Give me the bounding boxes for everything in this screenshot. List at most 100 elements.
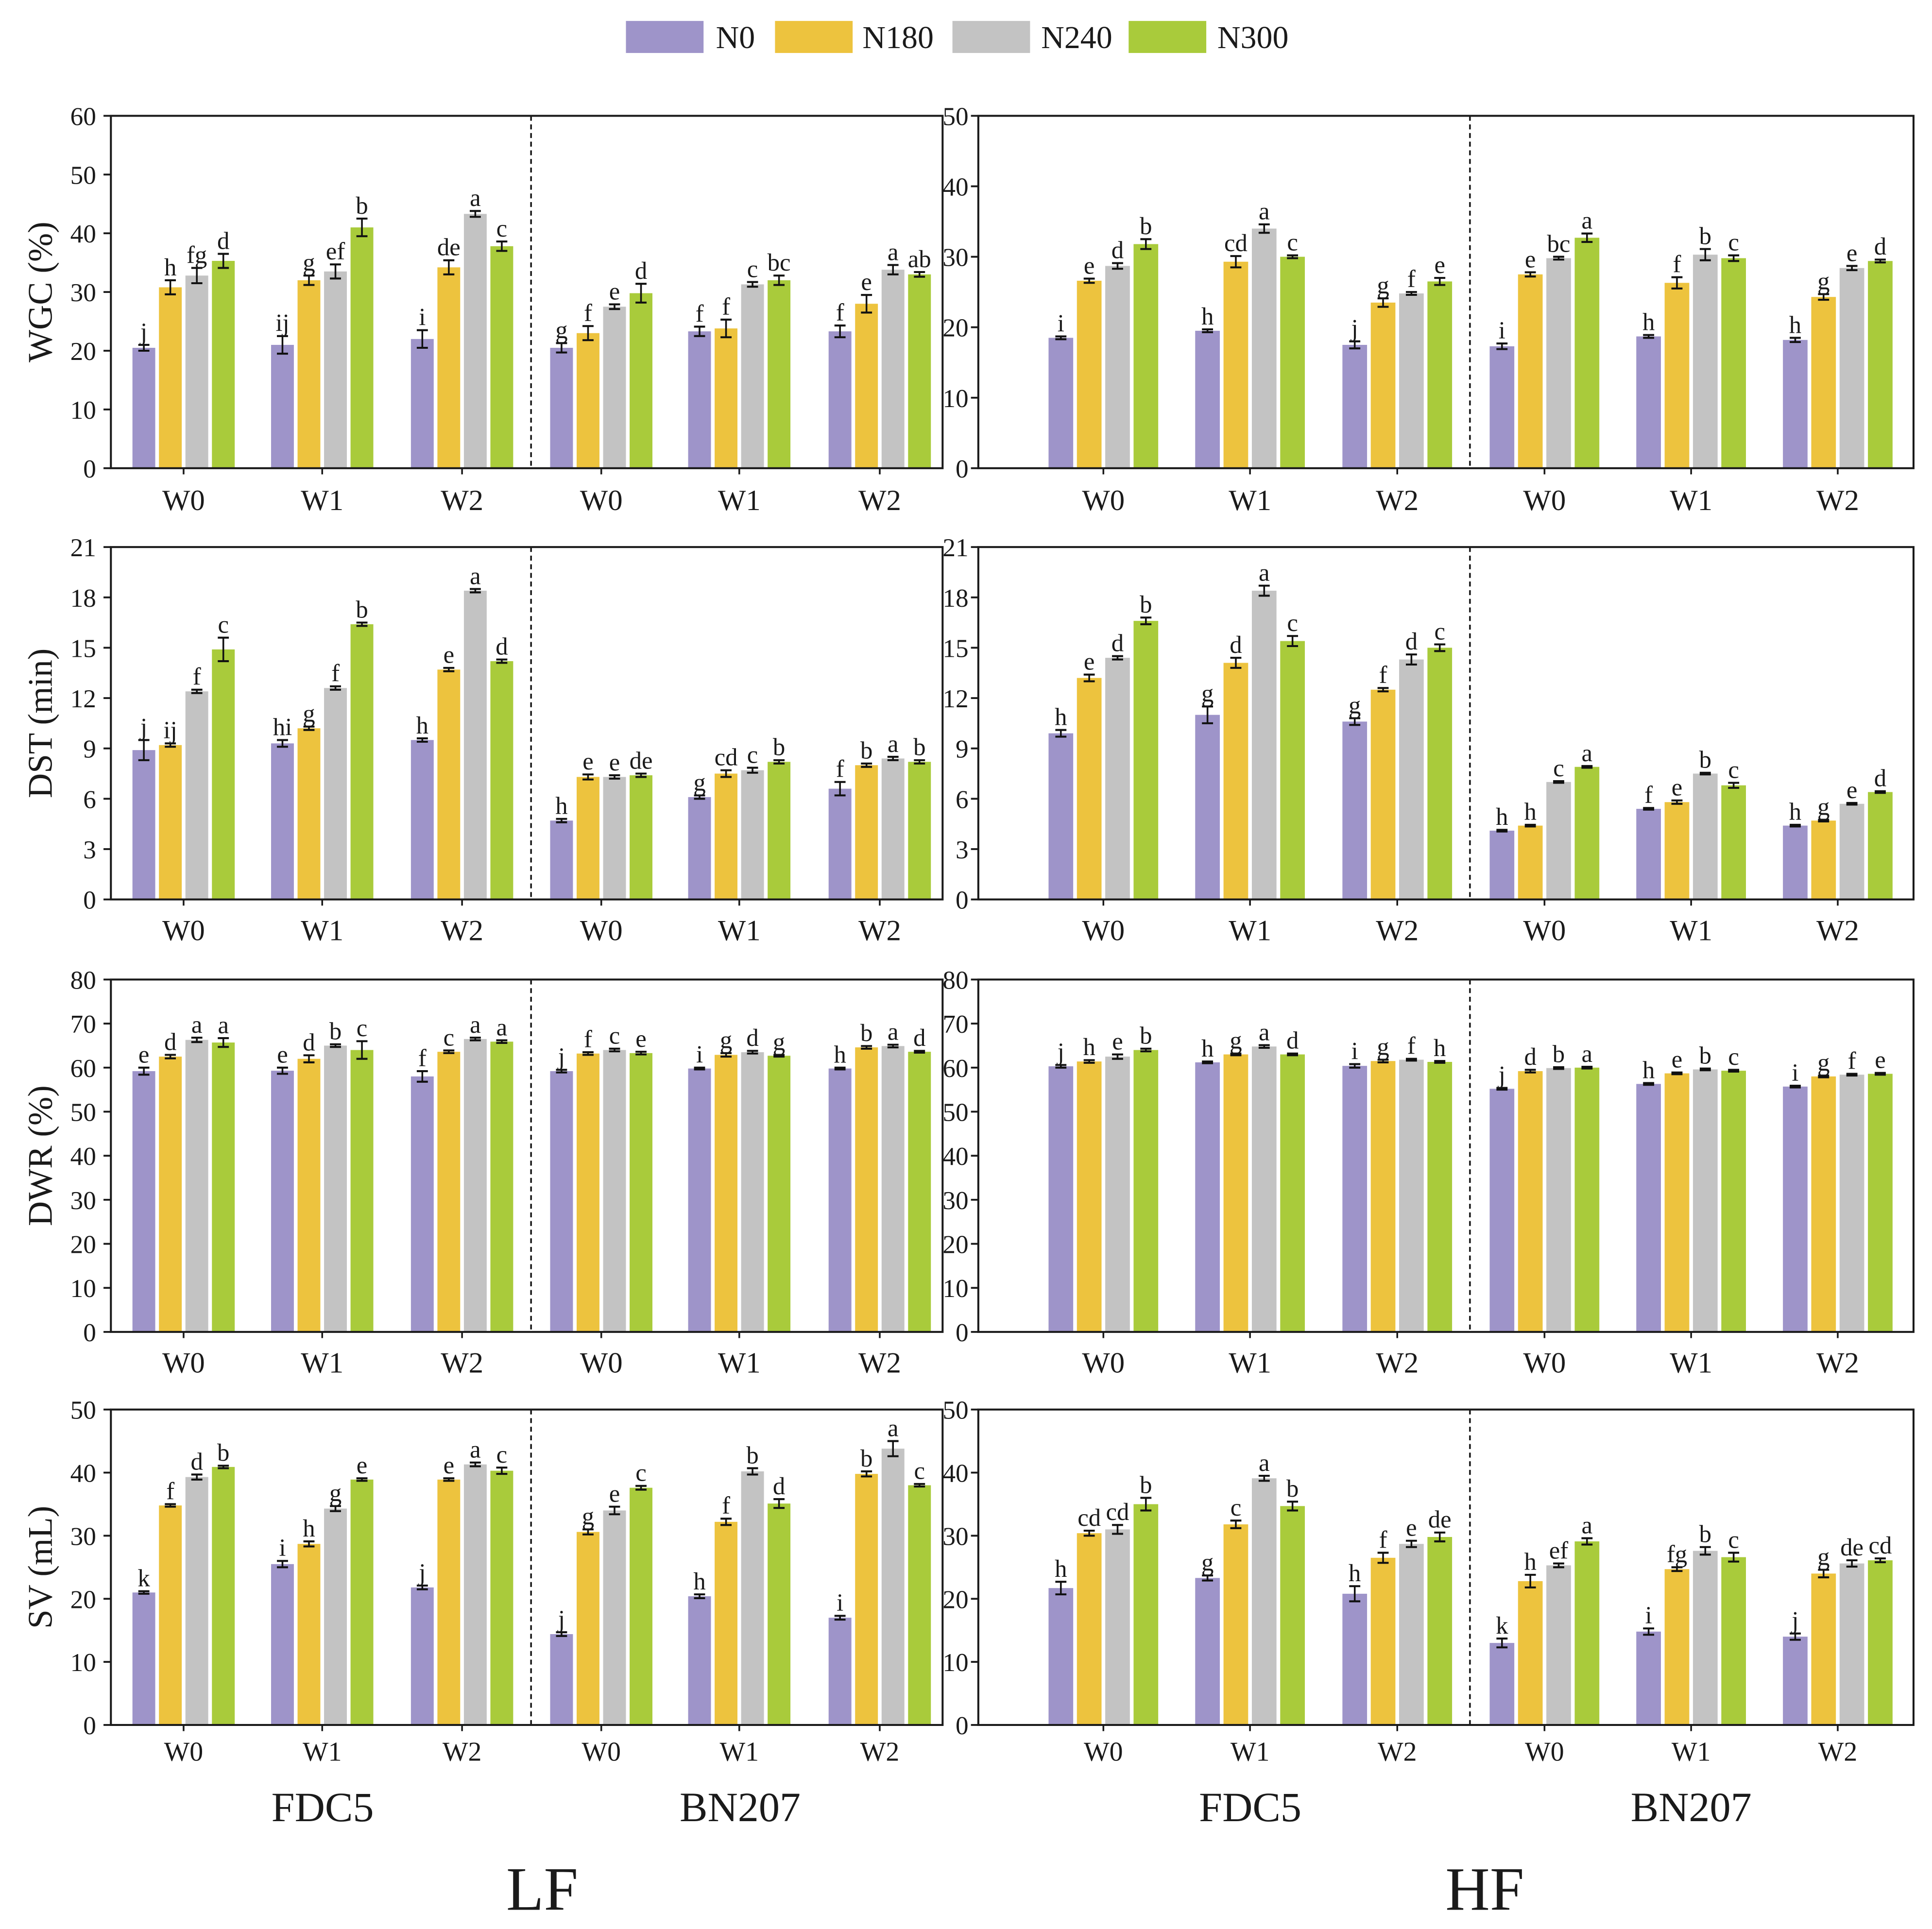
- y-tick-label: 20: [942, 314, 968, 342]
- significance-letter: g: [1817, 267, 1829, 294]
- bar: [630, 1053, 652, 1332]
- plot-frame: [110, 978, 944, 1333]
- significance-letter: b: [773, 734, 785, 761]
- y-tick-label: 50: [70, 1396, 96, 1425]
- y-tick-label: 15: [70, 634, 96, 663]
- bar: [1489, 830, 1515, 900]
- error-bar: [1818, 293, 1829, 301]
- bar: [1811, 1076, 1836, 1332]
- bar: [1223, 663, 1248, 900]
- bar: [1546, 1068, 1571, 1332]
- significance-letter: b: [1699, 1041, 1711, 1069]
- significance-letter: e: [1525, 245, 1536, 273]
- bar: [1868, 1560, 1893, 1725]
- significance-letter: cd: [1869, 1532, 1892, 1559]
- error-bar: [1287, 1501, 1299, 1512]
- error-bar: [1083, 1059, 1095, 1064]
- significance-letter: b: [1553, 1041, 1565, 1068]
- error-bar: [694, 1593, 705, 1599]
- bar: [1427, 1062, 1453, 1332]
- error-bar: [582, 325, 594, 341]
- bar: [855, 765, 878, 900]
- error-bar: [1524, 271, 1536, 278]
- bar: [630, 775, 652, 900]
- error-bar: [720, 769, 732, 778]
- significance-letter: e: [582, 748, 594, 775]
- bar: [1077, 1533, 1102, 1725]
- significance-letter: j: [1498, 1061, 1505, 1088]
- significance-letter: i: [1058, 309, 1064, 337]
- error-bar: [1671, 1071, 1683, 1075]
- bar: [768, 280, 791, 468]
- significance-letter: h: [1201, 1035, 1214, 1062]
- significance-letter: d: [746, 1024, 758, 1051]
- error-bar: [330, 685, 341, 691]
- x-category-label: W0: [162, 484, 205, 517]
- bar: [1721, 1071, 1746, 1332]
- significance-letter: b: [913, 734, 925, 761]
- significance-letter: fg: [1667, 1540, 1687, 1568]
- significance-letter: a: [470, 1436, 481, 1463]
- bar: [908, 274, 931, 468]
- error-bar: [1699, 771, 1711, 776]
- y-tick-label: 30: [70, 1522, 96, 1551]
- error-bar: [1140, 616, 1152, 626]
- condition-label: LF: [506, 1855, 578, 1923]
- error-bar: [1349, 717, 1361, 726]
- significance-letter: c: [496, 215, 508, 242]
- bar: [630, 1487, 652, 1725]
- y-tick-label: 60: [942, 1054, 968, 1083]
- bar: [350, 227, 374, 468]
- significance-letter: i: [696, 1041, 703, 1068]
- bar: [132, 750, 155, 900]
- significance-letter: a: [888, 1018, 899, 1045]
- error-bar: [191, 1037, 203, 1043]
- bar: [132, 347, 155, 468]
- significance-letter: e: [1084, 648, 1095, 675]
- significance-letter: b: [860, 1019, 872, 1046]
- error-bar: [1083, 277, 1095, 284]
- error-bar: [1258, 1474, 1270, 1482]
- bar: [1399, 293, 1424, 468]
- significance-letter: f: [584, 299, 592, 326]
- x-category-label: W0: [1084, 1737, 1123, 1767]
- y-tick-label: 15: [942, 634, 968, 663]
- bar: [1868, 792, 1893, 900]
- significance-letter: h: [693, 1568, 705, 1595]
- error-bar: [1230, 1052, 1242, 1057]
- error-bar: [747, 1050, 758, 1055]
- bar: [1783, 340, 1808, 468]
- error-bar: [303, 725, 315, 731]
- bar: [1048, 1066, 1074, 1332]
- significance-letter: bc: [768, 249, 791, 276]
- x-category-label: W0: [580, 1347, 623, 1380]
- bar: [1251, 228, 1277, 468]
- error-bar: [861, 1045, 872, 1050]
- x-category-label: W0: [580, 484, 623, 517]
- bar: [1693, 1551, 1718, 1725]
- error-bar: [277, 335, 288, 355]
- significance-letter: cd: [1224, 229, 1248, 256]
- bar: [1868, 1074, 1893, 1332]
- error-bar: [609, 774, 620, 780]
- error-bar: [1728, 254, 1740, 262]
- y-tick-label: 6: [956, 785, 969, 814]
- error-bar: [191, 1473, 203, 1481]
- error-bar: [635, 1485, 647, 1491]
- plot-frame: [977, 1408, 1915, 1726]
- significance-letter: a: [1582, 1040, 1593, 1067]
- bar: [768, 762, 791, 900]
- significance-letter: ij: [275, 309, 289, 337]
- bar: [688, 1068, 711, 1332]
- bar: [1518, 1071, 1543, 1332]
- bar: [550, 820, 573, 900]
- significance-letter: g: [1201, 1549, 1214, 1576]
- bar: [1251, 590, 1277, 900]
- error-bar: [834, 1066, 846, 1071]
- error-bar: [277, 1560, 288, 1569]
- significance-letter: bc: [1547, 230, 1571, 257]
- bar: [1370, 689, 1396, 900]
